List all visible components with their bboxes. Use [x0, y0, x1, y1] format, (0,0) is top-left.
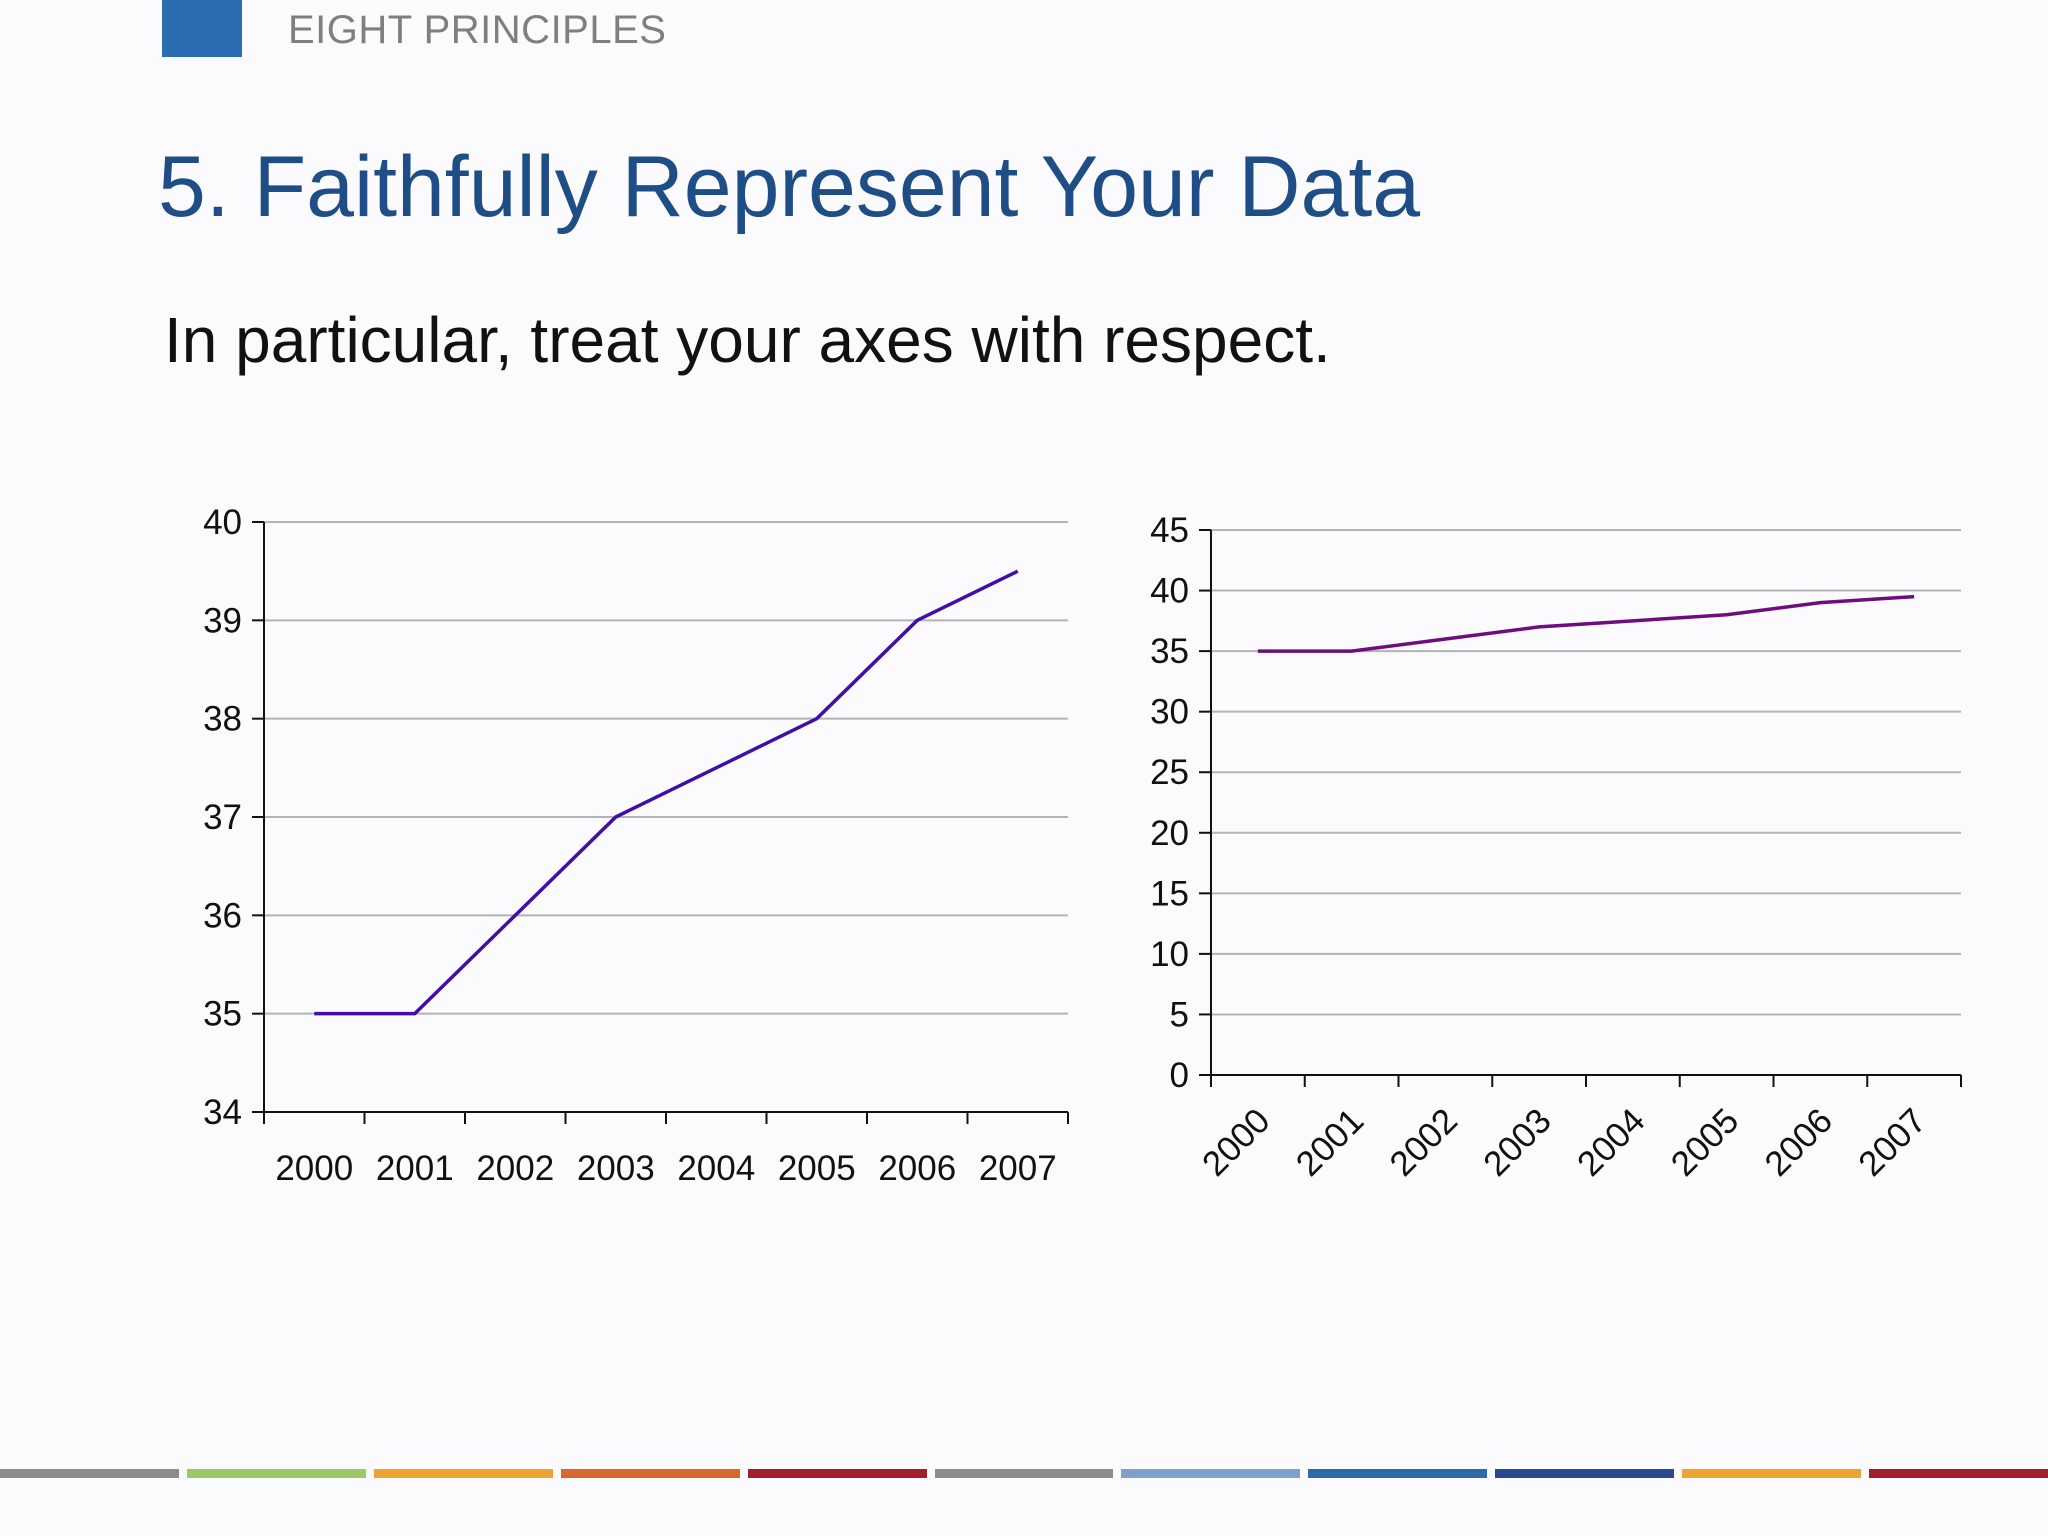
series-line — [1257, 594, 1915, 653]
x-tick-label: 2003 — [1476, 1101, 1559, 1184]
x-tick-label: 2005 — [1664, 1101, 1747, 1184]
footer-bar-segment — [0, 1469, 179, 1478]
series-line — [314, 569, 1019, 1016]
y-tick-label: 20 — [1150, 814, 1189, 853]
x-tick-label: 2004 — [677, 1149, 755, 1188]
x-tick-label: 2007 — [979, 1149, 1057, 1188]
y-tick-label: 35 — [1150, 632, 1189, 671]
slide-subtitle: In particular, treat your axes with resp… — [164, 304, 1331, 376]
x-tick-label: 2001 — [376, 1149, 454, 1188]
chart-truncated-axis: 34 35 36 37 38 39 40 2000 2001 2002 2003 2004 2005 20… — [203, 503, 1069, 1188]
footer-bar-segment — [1495, 1469, 1675, 1478]
footer-bar-segment — [1682, 1469, 1862, 1478]
footer-color-bar — [0, 1469, 2048, 1478]
x-tick-label: 2000 — [275, 1149, 353, 1188]
y-tick-label: 38 — [203, 700, 242, 739]
footer-bar-segment — [186, 1469, 366, 1478]
x-tick-label: 2001 — [1289, 1101, 1372, 1184]
x-tick-label: 2002 — [1382, 1101, 1465, 1184]
x-tick-label: 2007 — [1851, 1101, 1934, 1184]
footer-bar-segment — [747, 1469, 927, 1478]
brand-square — [162, 0, 242, 57]
x-tick-label: 2004 — [1570, 1101, 1653, 1184]
x-tick-label: 2002 — [476, 1149, 554, 1188]
slide-title: 5. Faithfully Represent Your Data — [158, 139, 1421, 235]
y-tick-label: 5 — [1170, 995, 1189, 1034]
y-tick-label: 10 — [1150, 935, 1189, 974]
y-tick-label: 37 — [203, 798, 242, 837]
footer-bar-segment — [560, 1469, 740, 1478]
x-tick-label: 2000 — [1195, 1101, 1278, 1184]
y-tick-label: 36 — [203, 896, 242, 935]
section-label: EIGHT PRINCIPLES — [288, 8, 667, 52]
footer-bar-segment — [1121, 1469, 1301, 1478]
y-tick-label: 30 — [1150, 693, 1189, 732]
footer-bar-segment — [373, 1469, 553, 1478]
y-tick-label: 35 — [203, 995, 242, 1034]
footer-bar-segment — [1869, 1469, 2048, 1478]
x-tick-label: 2006 — [878, 1149, 956, 1188]
y-tick-label: 0 — [1170, 1056, 1189, 1095]
y-tick-label: 40 — [1150, 572, 1189, 611]
y-tick-label: 45 — [1150, 511, 1189, 550]
x-tick-label: 2006 — [1757, 1101, 1840, 1184]
footer-bar-segment — [934, 1469, 1114, 1478]
x-tick-label: 2005 — [778, 1149, 856, 1188]
y-tick-label: 34 — [203, 1093, 242, 1132]
y-tick-label: 39 — [203, 601, 242, 640]
y-tick-label: 25 — [1150, 753, 1189, 792]
y-tick-label: 40 — [203, 503, 242, 542]
x-tick-label: 2003 — [577, 1149, 655, 1188]
y-tick-label: 15 — [1150, 874, 1189, 913]
footer-bar-segment — [1308, 1469, 1488, 1478]
